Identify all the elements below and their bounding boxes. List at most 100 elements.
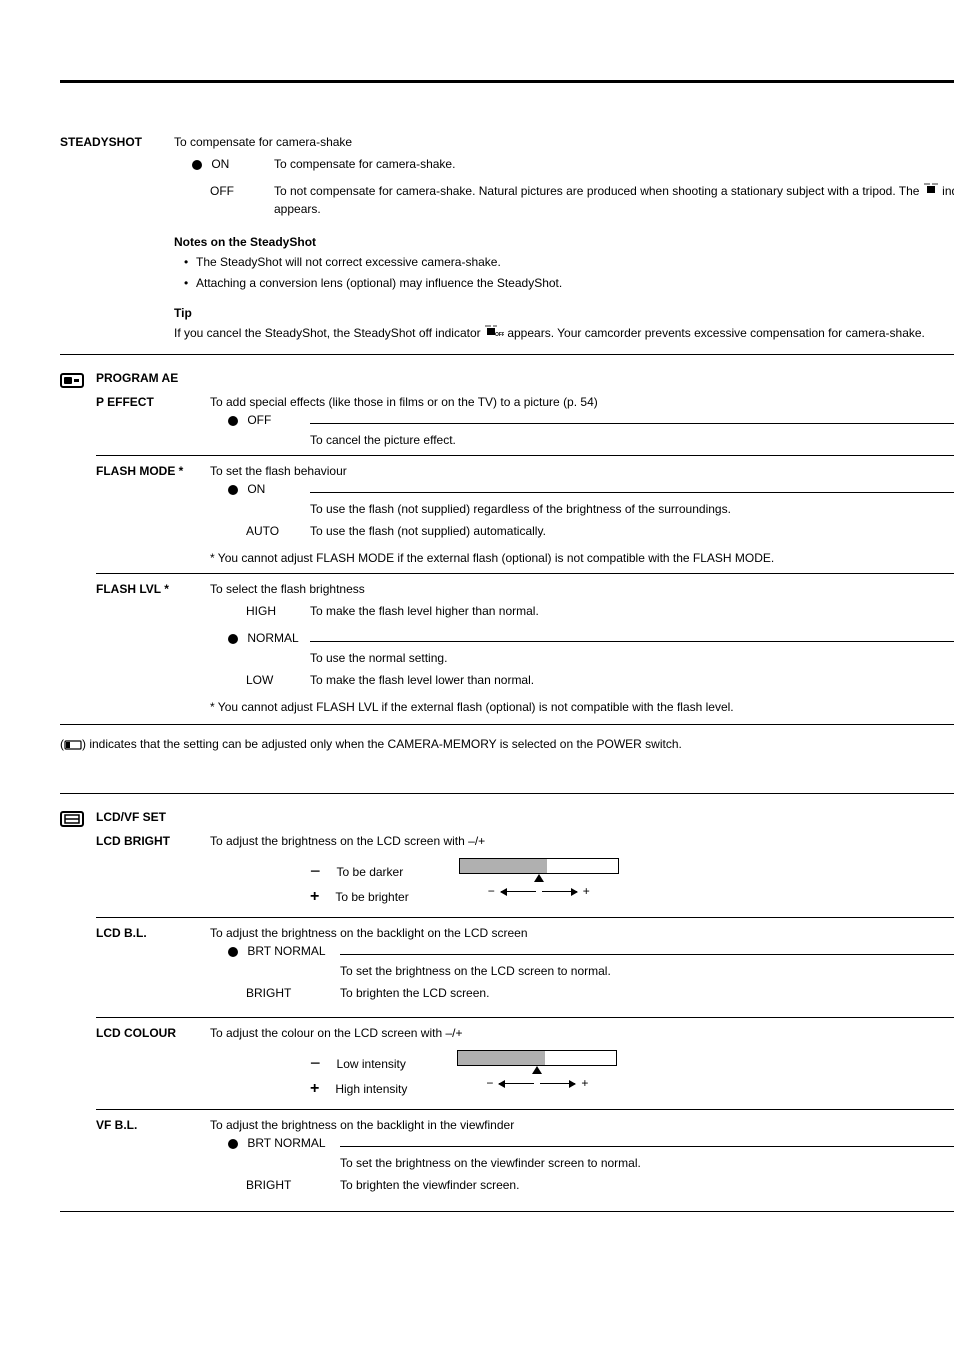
tip-body: If you cancel the SteadyShot, the Steady… xyxy=(174,324,954,342)
lcd-bl-label: LCD B.L. xyxy=(96,924,210,1011)
triangle-up-icon xyxy=(532,1066,542,1074)
vf-bl-normal: BRT NORMAL xyxy=(247,1136,325,1150)
flash-lvl-low-desc: To make the flash level lower than norma… xyxy=(310,671,954,689)
vf-bl-label: VF B.L. xyxy=(96,1116,210,1203)
flash-lvl-high-desc: To make the flash level higher than norm… xyxy=(310,602,954,620)
rule-line xyxy=(310,641,954,642)
arrow-left-icon xyxy=(501,891,536,892)
rule-line xyxy=(340,1146,954,1147)
vf-bl-normal-desc: To set the brightness on the viewfinder … xyxy=(340,1154,954,1172)
vf-bl-bright: BRIGHT xyxy=(246,1178,291,1192)
note-item: Attaching a conversion lens (optional) m… xyxy=(184,274,954,292)
flash-lvl-desc: To select the flash brightness xyxy=(210,580,954,598)
lcd-bl-bright: BRIGHT xyxy=(246,986,291,1000)
vf-bl-desc: To adjust the brightness on the backligh… xyxy=(210,1116,954,1134)
plus-icon: + xyxy=(310,885,319,909)
divider xyxy=(96,917,954,918)
program-ae-icon xyxy=(60,371,84,389)
flash-mode-desc: To set the flash behaviour xyxy=(210,462,954,480)
on-desc: To compensate for camera-shake. xyxy=(274,155,954,173)
minus-icon: − xyxy=(310,1050,321,1077)
lcd-colour-label: LCD COLOUR xyxy=(96,1024,210,1109)
steadyshot-desc: To compensate for camera-shake xyxy=(174,133,954,151)
lcd-bright-label: LCD BRIGHT xyxy=(96,832,210,917)
lcd-vf-section: LCD/VF SET LCD BRIGHT To adjust the brig… xyxy=(60,808,954,1203)
steadyshot-label: STEADYSHOT xyxy=(60,133,174,354)
top-rule xyxy=(60,80,954,83)
shake-off-icon: OFF xyxy=(484,326,507,340)
p-effect-label: P EFFECT xyxy=(96,393,210,449)
bullet-icon xyxy=(228,634,238,644)
p-effect-desc: To add special effects (like those in fi… xyxy=(210,393,954,411)
vf-bl-bright-desc: To brighten the viewfinder screen. xyxy=(340,1176,954,1194)
bullet-icon xyxy=(192,160,202,170)
p-effect-off-desc: To cancel the picture effect. xyxy=(310,431,954,449)
program-ae-heading: PROGRAM AE xyxy=(96,369,954,387)
plus-label: + xyxy=(583,885,590,897)
divider xyxy=(96,573,954,574)
flash-lvl-low: LOW xyxy=(246,673,273,687)
steadyshot-notes: Notes on the SteadyShot The SteadyShot w… xyxy=(174,233,954,292)
p-effect-off: OFF xyxy=(247,413,271,427)
lcd-bl-desc: To adjust the brightness on the backligh… xyxy=(210,924,954,942)
triangle-up-icon xyxy=(534,874,544,882)
arrow-left-icon xyxy=(499,1083,534,1084)
flash-mode-auto-desc: To use the flash (not supplied) automati… xyxy=(310,522,954,540)
svg-text:OFF: OFF xyxy=(495,332,504,337)
lcd-bright-brighter: To be brighter xyxy=(335,888,408,906)
divider xyxy=(60,793,954,794)
lcd-bright-desc: To adjust the brightness on the LCD scre… xyxy=(210,832,954,850)
brightness-slider: − + xyxy=(459,858,619,897)
lcd-bl-normal: BRT NORMAL xyxy=(247,944,325,958)
arrow-right-icon xyxy=(542,891,577,892)
bullet-icon xyxy=(228,1139,238,1149)
minus-icon: − xyxy=(310,858,321,885)
bullet-icon xyxy=(228,485,238,495)
flash-mode-on-desc: To use the flash (not supplied) regardle… xyxy=(310,500,954,518)
divider xyxy=(60,354,954,355)
arrow-right-icon xyxy=(540,1083,575,1084)
flash-mode-auto: AUTO xyxy=(246,524,279,538)
tip-title: Tip xyxy=(174,304,954,322)
off-label: OFF xyxy=(210,184,234,198)
lcd-colour-desc: To adjust the colour on the LCD screen w… xyxy=(210,1024,954,1042)
divider xyxy=(96,1109,954,1110)
memory-stick-icon xyxy=(64,737,82,751)
note-item: The SteadyShot will not correct excessiv… xyxy=(184,253,954,271)
divider xyxy=(96,455,954,456)
plus-label: + xyxy=(581,1077,588,1089)
flash-mode-label: FLASH MODE * xyxy=(96,462,210,567)
lcd-vf-heading: LCD/VF SET xyxy=(96,808,954,826)
flash-lvl-label: FLASH LVL * xyxy=(96,580,210,716)
divider xyxy=(60,1211,954,1212)
lcd-bl-bright-desc: To brighten the LCD screen. xyxy=(340,984,954,1002)
lcd-vf-icon xyxy=(60,810,84,828)
flash-lvl-note: * You cannot adjust FLASH LVL if the ext… xyxy=(210,698,954,716)
flash-lvl-high: HIGH xyxy=(246,604,276,618)
bullet-icon xyxy=(228,947,238,957)
minus-label: − xyxy=(488,885,495,897)
shake-icon xyxy=(923,182,939,200)
flash-lvl-normal: NORMAL xyxy=(247,631,298,645)
plus-icon: + xyxy=(310,1077,319,1101)
steadyshot-row: STEADYSHOT To compensate for camera-shak… xyxy=(60,133,954,354)
on-label: ON xyxy=(211,157,229,171)
divider xyxy=(96,1017,954,1018)
program-ae-section: PROGRAM AE P EFFECT To add special effec… xyxy=(60,369,954,716)
lcd-bright-darker: To be darker xyxy=(337,863,404,881)
minus-label: − xyxy=(486,1077,493,1089)
rule-line xyxy=(310,492,954,493)
steadyshot-tip: Tip If you cancel the SteadyShot, the St… xyxy=(174,304,954,342)
rule-line xyxy=(310,423,954,424)
off-desc: To not compensate for camera-shake. Natu… xyxy=(274,182,954,218)
divider xyxy=(60,724,954,725)
flash-mode-on: ON xyxy=(247,482,265,496)
rule-line xyxy=(340,954,954,955)
lcd-colour-high: High intensity xyxy=(335,1080,407,1098)
colour-slider: − + xyxy=(457,1050,617,1089)
bullet-icon xyxy=(228,416,238,426)
notes-title: Notes on the SteadyShot xyxy=(174,233,954,251)
lcd-colour-low: Low intensity xyxy=(337,1055,406,1073)
default-note: () indicates that the setting can be adj… xyxy=(60,735,954,753)
lcd-bl-normal-desc: To set the brightness on the LCD screen … xyxy=(340,962,954,980)
